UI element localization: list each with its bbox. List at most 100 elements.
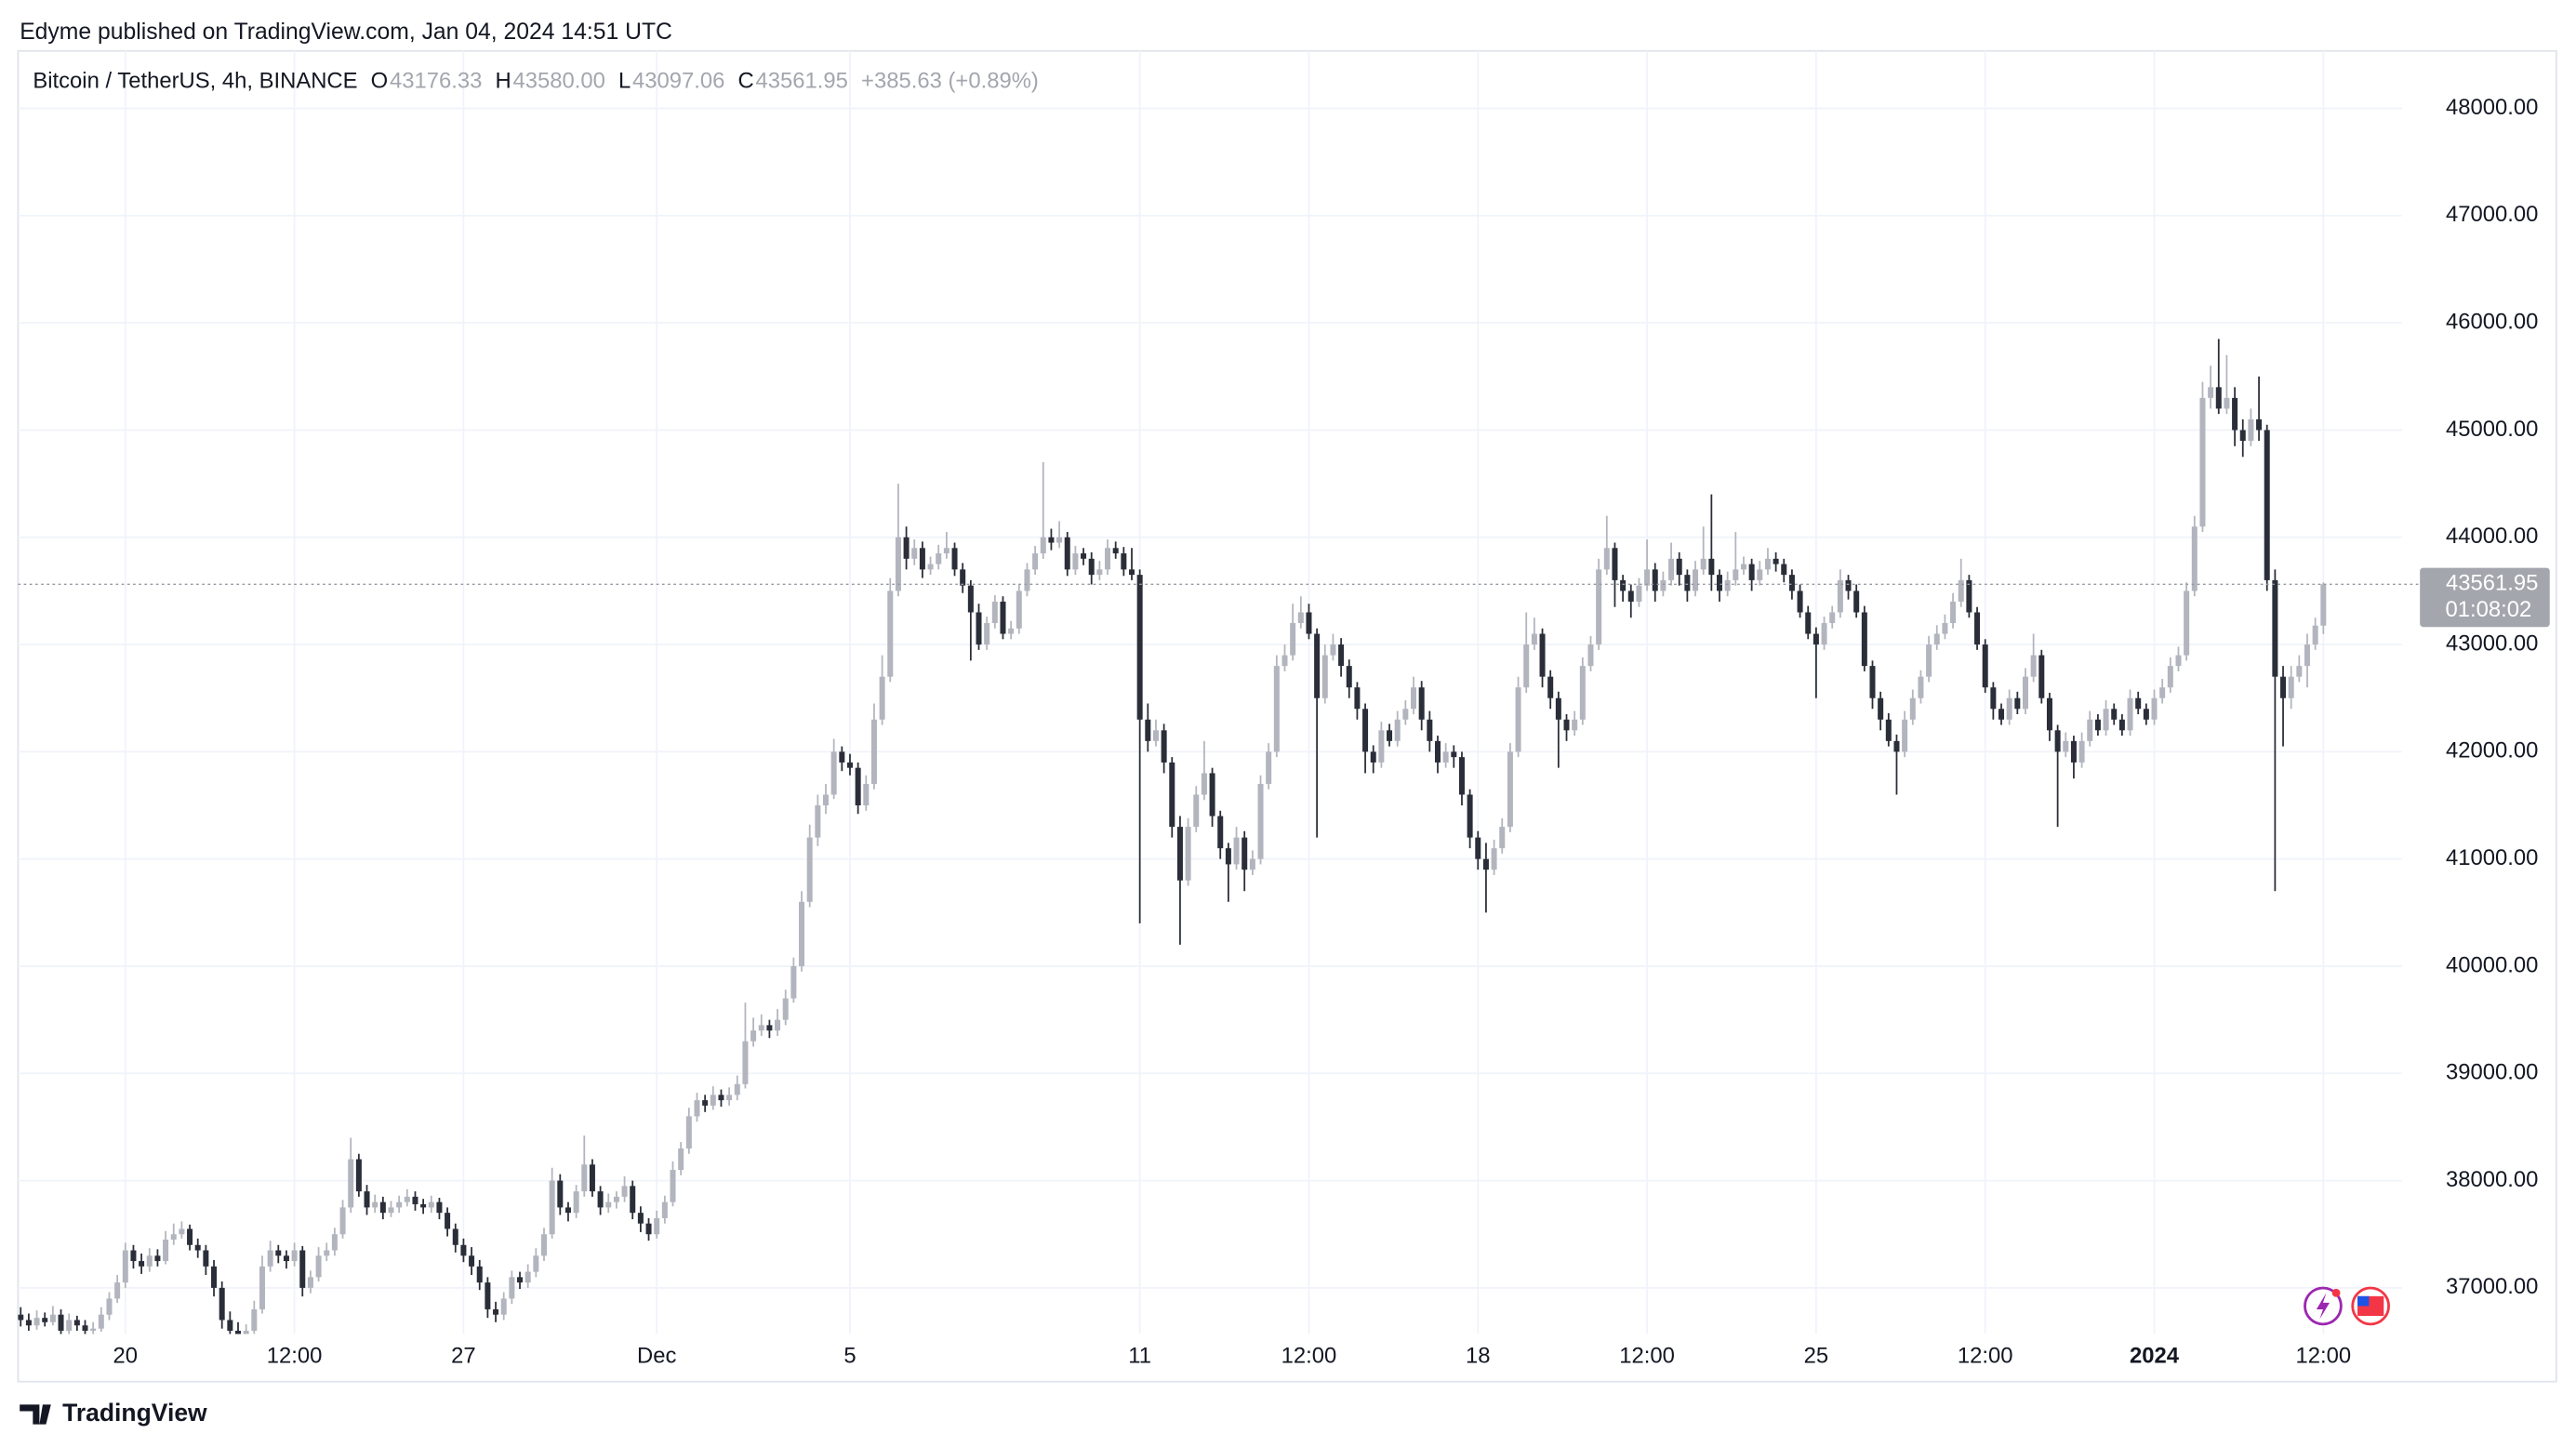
candle-body [919,548,925,570]
candle-body [2159,687,2166,698]
candle-body [1482,858,1489,870]
x-tick-label: 11 [1128,1343,1151,1368]
candle-body [630,1186,636,1214]
candle-body [33,1318,40,1326]
candle-body [726,1095,733,1101]
candle-body [42,1318,48,1322]
candle-body [1572,719,1578,731]
y-tick-label: 45000.00 [2446,417,2538,442]
candle-body [1717,575,1723,591]
candle-body [307,1277,313,1288]
candle-body [564,1207,571,1214]
candle-body [1982,644,1988,688]
ohlc-value: 43580.00 [512,69,604,94]
candle-body [1297,612,1304,624]
candle-body [500,1298,507,1315]
candle-body [1185,827,1191,881]
candle-body [621,1186,628,1197]
candle-body [388,1207,394,1214]
candle-body [509,1277,515,1299]
candle-body [1620,579,1627,591]
y-tick-label: 44000.00 [2446,524,2538,549]
candle-body [1636,585,1642,602]
candle-body [2296,666,2303,677]
candle-body [573,1191,579,1214]
candle-body [66,1320,73,1332]
candle-body [1354,687,1361,710]
candle-body [146,1255,153,1267]
candle-body [1378,730,1385,763]
x-tick-label: 12:00 [1958,1343,2013,1368]
candle-body [581,1164,588,1192]
candle-body [1048,537,1055,543]
candle-body [1660,579,1666,591]
candle-body [1000,601,1006,634]
candle-body [106,1298,113,1315]
candle-body [2127,697,2133,731]
x-tick-label: 25 [1804,1343,1829,1368]
countdown-label: 01:08:02 [2446,597,2532,622]
candle-body [1773,558,1779,564]
candle-body [645,1223,652,1235]
candle-body [2215,387,2222,409]
candle-body [2208,387,2214,398]
candle-body [2272,579,2278,677]
candle-body [1458,757,1465,795]
x-tick-label: 2024 [2130,1343,2180,1368]
candle-body [1145,719,1151,741]
candle-body [1531,633,1537,645]
candle-body [734,1083,740,1095]
candle-body [1193,794,1200,828]
candle-body [782,998,789,1020]
candle-body [445,1213,451,1229]
y-tick-label: 47000.00 [2446,202,2538,227]
candle-body [637,1213,644,1224]
candle-body [154,1255,161,1262]
candle-body [1346,666,1352,688]
candle-body [1812,633,1819,645]
candle-body [976,612,982,645]
candle-body [1475,837,1481,859]
candle-body [1281,655,1288,667]
candle-body [1845,579,1852,591]
candle-body [259,1266,265,1309]
candle-body [2232,397,2238,431]
candle-body [1442,751,1449,763]
x-tick-label: Dec [637,1343,676,1368]
candle-body [1788,575,1795,591]
candle-body [1990,687,1997,710]
candle-body [2191,526,2198,591]
candle-body [1974,612,1981,645]
candle-body [1321,655,1328,698]
candle-body [355,1159,362,1192]
candle-body [1878,697,1884,720]
candle-body [1950,601,1957,624]
candle-body [1797,591,1803,613]
candle-body [1418,687,1425,720]
candle-body [855,767,861,806]
candle-body [1733,569,1739,580]
candle-body [1217,816,1224,849]
candle-body [1708,558,1715,576]
candle-body [1112,548,1119,554]
candle-body [1821,623,1827,645]
candle-body [1427,719,1433,741]
candle-body [2046,697,2052,731]
candle-body [1491,848,1497,870]
y-tick-label: 37000.00 [2446,1274,2538,1299]
candle-body [863,783,870,806]
candle-body [1942,623,1948,634]
candle-body [2184,591,2190,656]
candle-body [2094,719,2101,731]
candle-body [1064,537,1070,570]
candle-body [267,1250,273,1267]
candle-body [1958,579,1964,602]
candle-body [1008,628,1015,634]
candle-body [533,1255,539,1272]
candle-body [1306,612,1312,634]
candle-body [49,1314,56,1322]
candle-body [485,1282,491,1309]
last-price-box [2420,567,2550,628]
